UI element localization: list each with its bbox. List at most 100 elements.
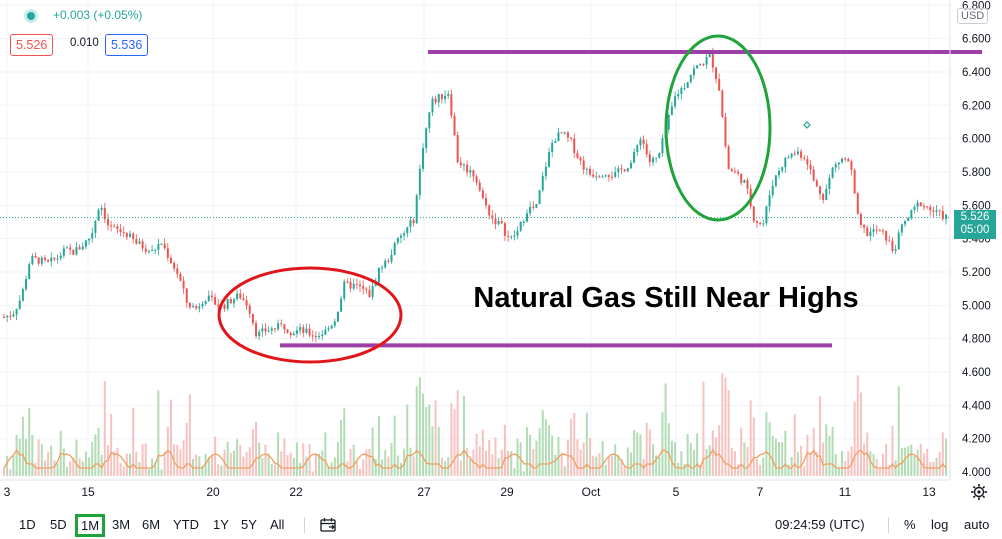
candle-body bbox=[926, 206, 929, 208]
price-change-text: +0.003 (+0.05%) bbox=[53, 8, 143, 22]
candle-body bbox=[525, 213, 528, 222]
volume-bar bbox=[352, 444, 355, 476]
candle-body bbox=[617, 168, 620, 173]
volume-bar bbox=[705, 449, 708, 476]
volume-bar bbox=[926, 448, 929, 476]
candle-body bbox=[226, 299, 229, 309]
candle-body bbox=[916, 202, 919, 207]
volume-bar bbox=[311, 471, 314, 476]
volume-bar bbox=[15, 435, 18, 476]
volume-bar bbox=[412, 456, 415, 476]
volume-bar bbox=[828, 435, 831, 476]
range-5y-button[interactable]: 5Y bbox=[241, 517, 257, 532]
candle-body bbox=[418, 168, 421, 196]
volume-bar bbox=[711, 430, 714, 476]
volume-bar bbox=[81, 461, 84, 476]
candle-body bbox=[737, 171, 740, 174]
candle-body bbox=[774, 175, 777, 186]
volume-bar bbox=[513, 468, 516, 476]
volume-bar bbox=[62, 448, 65, 476]
percent-scale-toggle[interactable]: % bbox=[904, 517, 916, 532]
candle-body bbox=[904, 220, 907, 225]
volume-bar bbox=[371, 427, 374, 476]
candle-body bbox=[648, 154, 651, 163]
volume-bar bbox=[885, 443, 888, 476]
range-1y-button[interactable]: 1Y bbox=[213, 517, 229, 532]
volume-bar bbox=[778, 441, 781, 476]
volume-bar bbox=[768, 422, 771, 476]
candle-body bbox=[295, 330, 298, 334]
volume-bar bbox=[485, 450, 488, 476]
date-tick-label: 5 bbox=[673, 485, 680, 499]
bottom-toolbar: 1D 5D 1M 3M 6M YTD 1Y 5Y All 09:24:59 (U… bbox=[0, 512, 1002, 539]
candle-body bbox=[352, 283, 355, 289]
candle-body bbox=[192, 306, 195, 308]
candle-body bbox=[554, 141, 557, 143]
candle-body bbox=[431, 98, 434, 113]
settings-gear-icon[interactable] bbox=[971, 484, 987, 500]
volume-bar bbox=[122, 466, 125, 476]
range-1m-button[interactable]: 1M bbox=[75, 514, 106, 537]
volume-bar bbox=[853, 401, 856, 476]
candle-body bbox=[755, 221, 758, 223]
candle-body bbox=[72, 249, 75, 255]
volume-bar bbox=[179, 449, 182, 476]
price-tick-label: 5.200 bbox=[962, 267, 991, 279]
candle-body bbox=[677, 93, 680, 97]
volume-moving-average-line bbox=[3, 448, 947, 470]
candle-body bbox=[229, 299, 232, 304]
candle-body bbox=[570, 137, 573, 139]
volume-bar bbox=[762, 457, 765, 476]
range-5d-button[interactable]: 5D bbox=[50, 517, 67, 532]
volume-bar bbox=[809, 452, 812, 476]
candle-body bbox=[403, 233, 406, 236]
candle-body bbox=[822, 194, 825, 200]
range-all-button[interactable]: All bbox=[270, 517, 285, 532]
range-3m-button[interactable]: 3M bbox=[112, 517, 131, 532]
volume-bar bbox=[897, 386, 900, 476]
range-1d-button[interactable]: 1D bbox=[19, 517, 36, 532]
time-axis[interactable]: 3 15 20 22 27 29 Oct 5 7 11 13 bbox=[4, 485, 936, 499]
volume-bar bbox=[837, 466, 840, 476]
candle-body bbox=[566, 132, 569, 138]
candle-body bbox=[368, 289, 371, 298]
log-scale-toggle[interactable]: log bbox=[931, 517, 949, 532]
candle-body bbox=[674, 96, 677, 107]
volume-bar bbox=[718, 425, 721, 476]
candle-body bbox=[866, 227, 869, 236]
bid-price-box[interactable]: 5.526 bbox=[10, 34, 54, 56]
date-range-icon[interactable] bbox=[320, 518, 338, 533]
candle-body bbox=[604, 175, 607, 177]
candle-body bbox=[762, 223, 765, 225]
candle-body bbox=[434, 98, 437, 103]
candle-body bbox=[510, 236, 513, 238]
candle-body bbox=[481, 190, 484, 199]
candle-body bbox=[321, 334, 324, 337]
candle-body bbox=[289, 332, 292, 336]
candle-body bbox=[15, 308, 18, 315]
currency-selector[interactable]: USD bbox=[957, 8, 989, 24]
volume-bar bbox=[787, 464, 790, 476]
candle-body bbox=[330, 325, 333, 329]
price-axis[interactable]: 6.8006.6006.4006.2006.0005.8005.6005.400… bbox=[962, 0, 991, 479]
candle-body bbox=[582, 160, 585, 170]
ask-price-box[interactable]: 5.536 bbox=[105, 34, 149, 56]
candle-body bbox=[793, 153, 796, 155]
candle-body bbox=[592, 174, 595, 177]
volume-bar bbox=[321, 450, 324, 476]
time-readout[interactable]: 09:24:59 (UTC) bbox=[775, 517, 865, 532]
candle-body bbox=[450, 94, 453, 116]
candle-body bbox=[803, 157, 806, 159]
volume-bar bbox=[784, 430, 787, 476]
volume-bar bbox=[522, 471, 525, 476]
range-ytd-button[interactable]: YTD bbox=[173, 517, 199, 532]
volume-bar bbox=[579, 449, 582, 476]
range-6m-button[interactable]: 6M bbox=[142, 517, 161, 532]
candle-body bbox=[3, 317, 5, 319]
candle-body bbox=[248, 305, 251, 314]
volume-bar bbox=[422, 393, 425, 476]
candle-body bbox=[245, 300, 248, 306]
auto-scale-toggle[interactable]: auto bbox=[964, 517, 990, 532]
volume-bar bbox=[88, 457, 91, 476]
